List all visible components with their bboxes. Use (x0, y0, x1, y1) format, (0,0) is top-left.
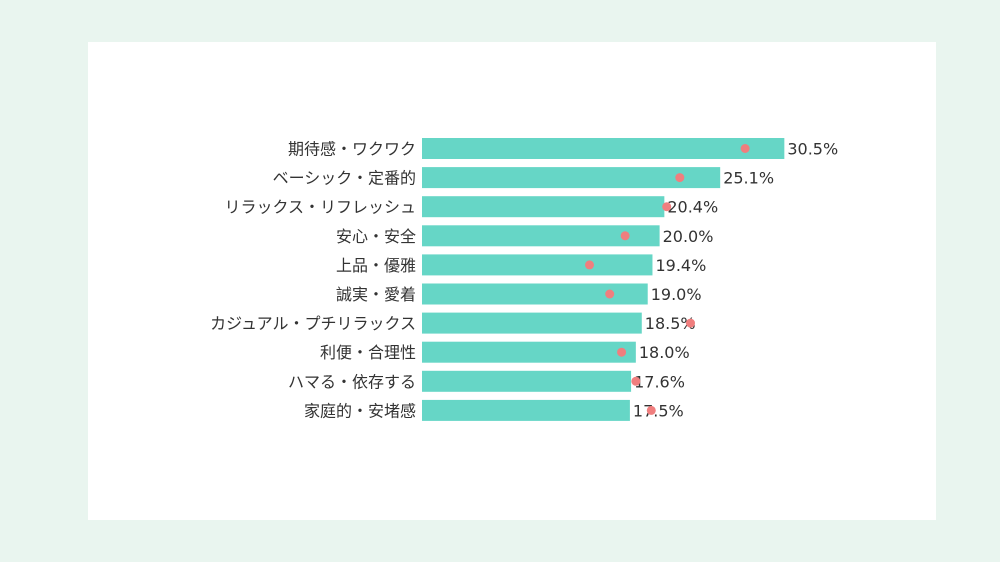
dot-marker (740, 144, 750, 153)
data-label: 19.4% (655, 256, 706, 275)
dot-marker (646, 405, 656, 415)
data-label: 30.5% (787, 140, 838, 159)
bar (422, 312, 642, 334)
category-label: カジュアル・プチリラックス (210, 314, 416, 333)
dot-marker (662, 202, 672, 212)
data-label: 20.4% (667, 198, 718, 217)
category-label: 上品・優雅 (336, 256, 416, 275)
category-label: 利便・合理性 (320, 343, 416, 362)
dot-marker (585, 260, 595, 270)
dot-marker (617, 347, 627, 357)
data-label: 17.6% (634, 372, 685, 391)
data-label: 18.0% (639, 343, 690, 362)
data-label: 19.0% (651, 285, 702, 304)
dot-marker (675, 173, 685, 183)
data-label: 17.5% (633, 401, 684, 420)
category-label: 誠実・愛着 (336, 285, 416, 304)
category-label: ベーシック・定番的 (273, 169, 416, 188)
category-label: 期待感・ワクワク (288, 140, 416, 159)
bar (422, 399, 630, 421)
dot-marker (605, 289, 615, 299)
bar (422, 196, 665, 218)
category-label: 安心・安全 (336, 227, 416, 246)
bar (422, 138, 785, 159)
chart-panel: 期待感・ワクワク 30.5% ベーシック・定番的 25.1% リラックス・リフレッシュ 2… (88, 42, 936, 520)
bar (422, 254, 653, 276)
bar (422, 225, 660, 247)
category-label: ハマる・依存する (288, 372, 416, 391)
data-label: 25.1% (723, 169, 774, 188)
bar (422, 283, 648, 305)
bar (422, 341, 636, 363)
bar (422, 167, 721, 189)
data-label: 20.0% (663, 227, 714, 246)
category-label: 家庭的・安堵感 (304, 401, 416, 420)
dot-marker (631, 376, 641, 386)
bar (422, 370, 632, 392)
dot-marker (685, 318, 695, 328)
dot-marker (620, 231, 630, 241)
data-label: 18.5% (645, 314, 696, 333)
category-label: リラックス・リフレッシュ (224, 198, 416, 217)
bar-chart: 期待感・ワクワク 30.5% ベーシック・定番的 25.1% リラックス・リフレッシュ 2… (210, 138, 838, 421)
